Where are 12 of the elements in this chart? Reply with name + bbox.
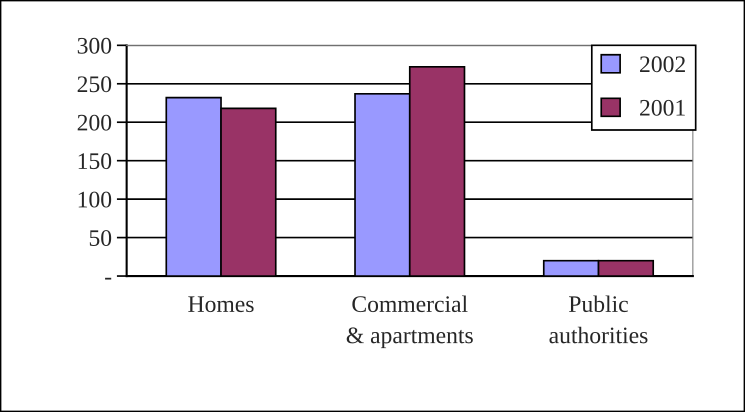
y-tick-label: 200 [78, 114, 112, 131]
x-tick-label: Public authorities [549, 295, 648, 344]
y-tick-label: 100 [78, 192, 112, 208]
y-tick-label: 150 [78, 153, 112, 170]
legend-label: 2001 [640, 100, 685, 116]
y-tick-label: 300 [78, 38, 112, 54]
legend-label: 2002 [640, 56, 685, 72]
x-tick-label: Homes [188, 296, 254, 312]
x-tick-label: Commercial & apartments [346, 295, 473, 348]
y-tick-label: - [105, 278, 112, 280]
y-tick-label: 50 [90, 230, 112, 246]
y-tick-label: 250 [78, 76, 112, 92]
